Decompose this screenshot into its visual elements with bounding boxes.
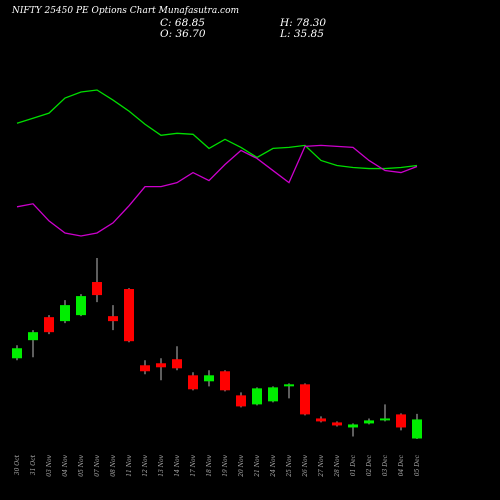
stat-open: O: 36.70 — [160, 28, 206, 40]
x-tick-label: 14 Nov — [174, 454, 181, 476]
x-tick-label: 27 Nov — [318, 454, 325, 477]
x-tick-label: 11 Nov — [126, 454, 133, 476]
chart-title: NIFTY 25450 PE Options Chart Munafasutra… — [11, 6, 239, 16]
candle-body — [236, 395, 246, 407]
x-tick-label: 12 Nov — [142, 454, 149, 476]
candle-body — [300, 384, 310, 415]
candle-body — [124, 289, 134, 342]
x-tick-label: 04 Dec — [398, 454, 405, 476]
x-tick-label: 03 Dec — [382, 454, 389, 476]
x-tick-label: 07 Nov — [94, 454, 101, 476]
x-tick-label: 31 Oct — [30, 454, 37, 475]
candle-body — [316, 418, 326, 422]
x-tick-label: 01 Dec — [350, 454, 357, 476]
candle-body — [364, 420, 374, 424]
x-tick-label: 08 Nov — [110, 454, 117, 476]
candle-body — [76, 296, 86, 316]
candle-body — [284, 384, 294, 387]
candle-body — [28, 332, 38, 341]
stat-low: L: 35.85 — [279, 28, 324, 40]
x-tick-label: 17 Nov — [190, 454, 197, 476]
indicator-line — [16, 144, 418, 237]
candle-body — [204, 375, 214, 382]
candle-body — [252, 388, 262, 405]
candle-body — [380, 418, 390, 421]
candle-body — [12, 348, 22, 359]
x-tick-label: 24 Nov — [270, 454, 277, 477]
candle-body — [92, 282, 102, 296]
x-tick-label: 19 Nov — [222, 454, 229, 476]
candle-body — [108, 316, 118, 322]
x-tick-label: 03 Nov — [46, 454, 53, 476]
stat-close: C: 68.85 — [160, 17, 205, 29]
indicator-line — [16, 89, 418, 170]
candle-body — [396, 414, 406, 428]
x-tick-label: 18 Nov — [206, 454, 213, 476]
x-tick-label: 02 Dec — [366, 454, 373, 476]
candle-body — [188, 375, 198, 390]
x-tick-label: 05 Dec — [414, 454, 421, 476]
candle-body — [332, 422, 342, 426]
candle-body — [60, 305, 70, 322]
x-tick-label: 30 Oct — [14, 454, 21, 475]
candle-body — [348, 424, 358, 428]
x-tick-label: 20 Nov — [238, 454, 245, 477]
candle-body — [412, 419, 422, 439]
x-tick-label: 21 Nov — [254, 454, 261, 477]
x-tick-label: 28 Nov — [334, 454, 341, 477]
candle-body — [140, 365, 150, 372]
candle-body — [156, 363, 166, 368]
x-tick-label: 25 Nov — [286, 454, 293, 477]
x-tick-label: 26 Nov — [302, 454, 309, 477]
x-tick-label: 04 Nov — [62, 454, 69, 476]
stat-high: H: 78.30 — [279, 17, 326, 29]
x-tick-label: 13 Nov — [158, 454, 165, 476]
candle-body — [44, 317, 54, 333]
candle-body — [172, 359, 182, 369]
x-tick-label: 05 Nov — [78, 454, 85, 476]
candle-body — [268, 387, 278, 402]
candle-body — [220, 371, 230, 391]
